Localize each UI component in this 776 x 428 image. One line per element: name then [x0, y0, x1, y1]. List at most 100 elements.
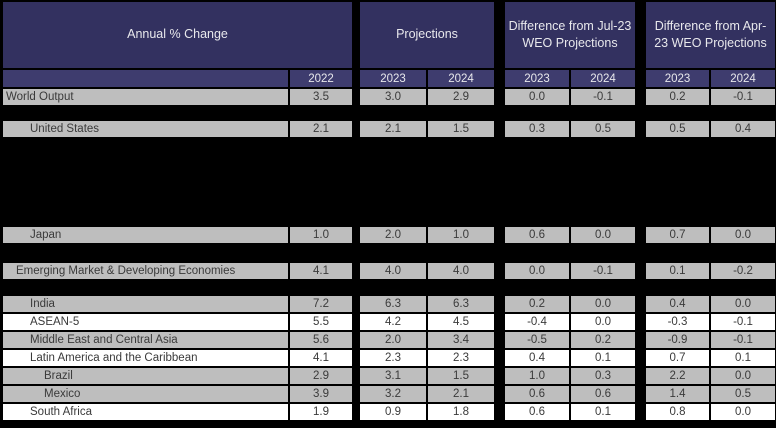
cell-diff-jul-2024: 0.0: [571, 314, 635, 330]
table-row: United States 2.1 2.1 1.5 0.3 0.5 0.5 0.…: [3, 121, 776, 137]
cell-proj-2023: 6.3: [360, 296, 426, 312]
divider: [288, 386, 290, 402]
divider: [426, 89, 428, 105]
divider: [569, 350, 571, 366]
divider: [426, 368, 428, 384]
cell-diff-apr-2023: 0.7: [646, 350, 709, 366]
divider: [288, 263, 290, 279]
year-col-jul-2024: 2024: [571, 70, 635, 87]
cell-diff-apr-2023: 0.1: [646, 263, 709, 279]
cell-diff-jul-2024: 0.0: [571, 296, 635, 312]
divider: [569, 70, 571, 87]
divider: [288, 314, 290, 330]
column-group-gap: [494, 2, 505, 68]
table-row: ASEAN-5 5.5 4.2 4.5 -0.4 0.0 -0.3 -0.1: [3, 314, 776, 330]
column-group-gap: [352, 263, 360, 279]
cell-diff-apr-2024: 0.1: [711, 350, 775, 366]
year-col-apr-2023: 2023: [646, 70, 709, 87]
column-group-gap: [635, 314, 646, 330]
column-group-gap: [635, 227, 646, 243]
column-group-gap: [635, 404, 646, 420]
row-label: Mexico: [3, 386, 288, 402]
cell-diff-jul-2023: 0.0: [505, 263, 569, 279]
column-group-gap: [352, 332, 360, 348]
divider: [426, 227, 428, 243]
year-col-2022: 2022: [290, 70, 352, 87]
year-header-row: 2022 2023 2024 2023 2024 2023 2024: [3, 70, 776, 87]
divider: [288, 296, 290, 312]
divider: [709, 121, 711, 137]
cell-diff-apr-2023: 0.2: [646, 89, 709, 105]
divider: [569, 121, 571, 137]
divider: [288, 350, 290, 366]
divider: [426, 404, 428, 420]
cell-diff-apr-2024: -0.1: [711, 314, 775, 330]
divider: [569, 263, 571, 279]
divider: [426, 314, 428, 330]
cell-diff-jul-2023: 0.6: [505, 386, 569, 402]
divider: [709, 296, 711, 312]
cell-diff-jul-2024: -0.1: [571, 89, 635, 105]
cell-proj-2023: 2.3: [360, 350, 426, 366]
column-group-gap: [352, 121, 360, 137]
row-label: India: [3, 296, 288, 312]
divider: [426, 296, 428, 312]
cell-diff-jul-2024: 0.1: [571, 404, 635, 420]
column-group-gap: [494, 314, 505, 330]
column-group-gap: [352, 89, 360, 105]
column-group-gap: [352, 70, 360, 87]
row-label: Brazil: [3, 368, 288, 384]
cell-proj-2023: 2.1: [360, 121, 426, 137]
divider: [288, 332, 290, 348]
cell-diff-apr-2024: -0.1: [711, 332, 775, 348]
row-label: United States: [3, 121, 288, 137]
cell-2022: 5.6: [290, 332, 352, 348]
cell-diff-jul-2024: 0.5: [571, 121, 635, 137]
divider: [709, 227, 711, 243]
divider: [709, 404, 711, 420]
column-group-gap: [494, 227, 505, 243]
cell-diff-apr-2024: 0.5: [711, 386, 775, 402]
column-group-gap: [635, 263, 646, 279]
cell-diff-apr-2023: 0.4: [646, 296, 709, 312]
cell-proj-2023: 3.2: [360, 386, 426, 402]
cell-diff-apr-2023: 2.2: [646, 368, 709, 384]
divider: [569, 296, 571, 312]
column-group-gap: [352, 314, 360, 330]
divider: [426, 386, 428, 402]
column-group-gap: [635, 2, 646, 68]
cell-diff-apr-2024: 0.0: [711, 404, 775, 420]
cell-diff-jul-2023: 0.0: [505, 89, 569, 105]
cell-diff-apr-2024: 0.4: [711, 121, 775, 137]
divider: [569, 404, 571, 420]
header-projections: Projections: [360, 2, 494, 68]
cell-proj-2023: 2.0: [360, 332, 426, 348]
cell-proj-2024: 1.8: [428, 404, 494, 420]
column-group-gap: [494, 263, 505, 279]
column-group-gap: [635, 368, 646, 384]
row-label: ASEAN-5: [3, 314, 288, 330]
cell-diff-jul-2024: 0.2: [571, 332, 635, 348]
header-diff-jul23: Difference from Jul-23 WEO Projections: [505, 2, 635, 68]
cell-proj-2023: 0.9: [360, 404, 426, 420]
cell-diff-apr-2023: 0.5: [646, 121, 709, 137]
cell-proj-2024: 2.1: [428, 386, 494, 402]
column-group-gap: [352, 404, 360, 420]
cell-proj-2024: 1.5: [428, 121, 494, 137]
column-group-gap: [494, 368, 505, 384]
divider: [288, 404, 290, 420]
column-group-gap: [635, 332, 646, 348]
cell-2022: 4.1: [290, 263, 352, 279]
divider: [569, 314, 571, 330]
divider: [426, 70, 428, 87]
cell-diff-jul-2024: 0.1: [571, 350, 635, 366]
table-body: World Output 3.5 3.0 2.9 0.0 -0.1 0.2 -0…: [3, 89, 776, 422]
cell-diff-apr-2023: 0.8: [646, 404, 709, 420]
column-group-gap: [635, 70, 646, 87]
column-group-gap: [635, 350, 646, 366]
divider: [709, 314, 711, 330]
column-group-gap: [494, 386, 505, 402]
column-group-gap: [635, 121, 646, 137]
year-col-proj-2024: 2024: [428, 70, 494, 87]
